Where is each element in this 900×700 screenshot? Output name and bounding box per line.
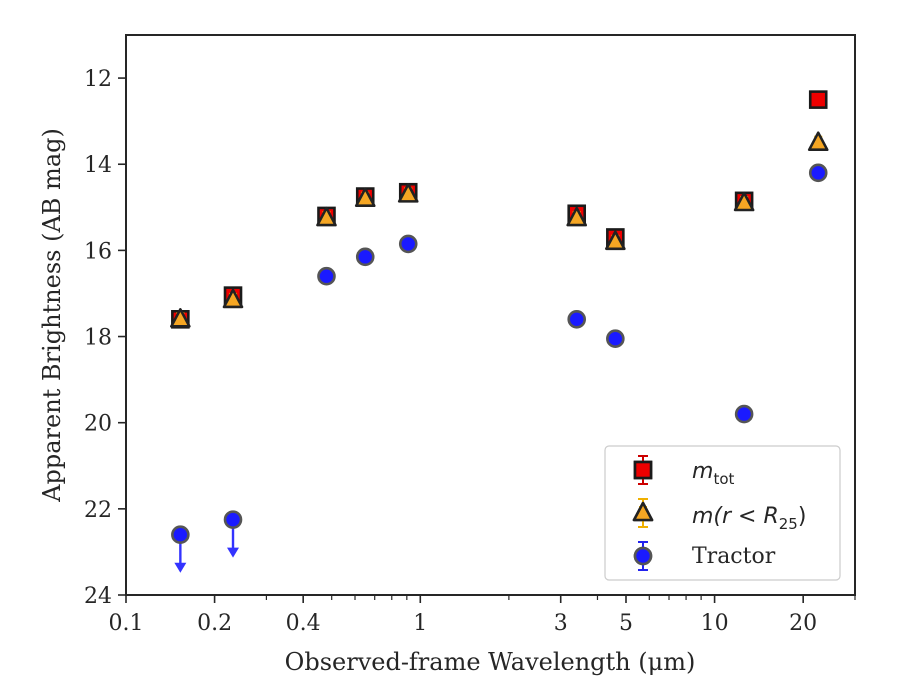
circle-marker bbox=[171, 525, 190, 544]
data-point bbox=[606, 329, 625, 348]
y-tick-label: 14 bbox=[84, 153, 112, 178]
triangle-marker bbox=[170, 308, 191, 328]
data-point bbox=[170, 308, 191, 328]
legend-mr-sub: 25 bbox=[779, 515, 798, 533]
data-point bbox=[223, 510, 243, 529]
y-tick-label: 12 bbox=[84, 67, 112, 92]
x-axis-label: Observed-frame Wavelength (μm) bbox=[285, 648, 696, 676]
data-point bbox=[734, 404, 754, 424]
data-point bbox=[808, 163, 828, 183]
series-2 bbox=[171, 163, 828, 573]
data-point bbox=[397, 183, 419, 203]
triangle-marker bbox=[222, 288, 244, 309]
circle-marker bbox=[606, 329, 625, 348]
data-point bbox=[567, 310, 587, 329]
circle-marker bbox=[808, 163, 828, 183]
x-tick-label: 0.2 bbox=[197, 611, 232, 636]
data-marks bbox=[170, 90, 829, 573]
series-1 bbox=[170, 131, 829, 328]
legend-mr-suffix: ) bbox=[798, 504, 807, 529]
legend-label-mtot: mtot bbox=[692, 459, 734, 488]
upper-limit-arrowhead bbox=[174, 562, 187, 573]
data-point bbox=[807, 131, 829, 151]
legend-markers bbox=[632, 455, 654, 571]
data-point bbox=[605, 230, 626, 251]
legend-mr-prefix: m(r < R bbox=[692, 504, 779, 529]
triangle-marker bbox=[566, 206, 588, 227]
circle-marker bbox=[567, 310, 587, 329]
square-marker bbox=[808, 90, 828, 109]
y-tick-label: 20 bbox=[84, 412, 112, 437]
data-point bbox=[398, 234, 418, 254]
data-point bbox=[733, 191, 755, 212]
x-tick-label: 1 bbox=[413, 611, 427, 636]
triangle-marker bbox=[316, 206, 337, 227]
circle-marker bbox=[633, 546, 653, 566]
circle-marker bbox=[734, 404, 754, 424]
triangle-marker bbox=[807, 131, 829, 151]
triangle-marker bbox=[354, 187, 376, 207]
x-tick-label: 5 bbox=[619, 611, 633, 636]
circle-marker bbox=[398, 234, 418, 254]
triangle-marker bbox=[632, 501, 654, 522]
y-axis-label: Apparent Brightness (AB mag) bbox=[38, 128, 66, 503]
legend-label-mr25: m(r < R25) bbox=[692, 504, 806, 533]
data-point bbox=[316, 206, 337, 227]
data-point bbox=[808, 90, 828, 109]
data-point bbox=[566, 206, 588, 227]
y-axis: 12 14 16 18 20 22 24 bbox=[84, 67, 126, 609]
legend-box bbox=[604, 445, 841, 581]
legend-marker-top bbox=[633, 460, 653, 480]
triangle-marker bbox=[733, 191, 755, 212]
legend-marker-top bbox=[632, 501, 654, 522]
square-marker bbox=[633, 460, 653, 480]
circle-marker bbox=[317, 266, 336, 286]
y-tick-label: 22 bbox=[84, 498, 112, 523]
x-tick-label: 0.4 bbox=[286, 611, 321, 636]
legend-marker-top bbox=[633, 546, 653, 566]
data-point bbox=[355, 247, 375, 267]
x-axis: 0.1 0.2 0.4 1 3 5 10 20 bbox=[109, 595, 856, 636]
x-tick-label: 20 bbox=[789, 611, 817, 636]
legend-mtot-sub: tot bbox=[713, 470, 734, 488]
upper-limit-arrowhead bbox=[227, 547, 240, 558]
data-point bbox=[317, 266, 336, 286]
x-tick-label: 3 bbox=[554, 611, 568, 636]
data-point bbox=[171, 525, 190, 544]
x-tick-label: 0.1 bbox=[109, 611, 144, 636]
x-tick-label: 10 bbox=[701, 611, 729, 636]
y-tick-label: 24 bbox=[84, 584, 112, 609]
legend-label-tractor: Tractor bbox=[692, 544, 776, 569]
data-point bbox=[354, 187, 376, 207]
y-tick-label: 18 bbox=[84, 326, 112, 351]
y-tick-label: 16 bbox=[84, 239, 112, 264]
data-point bbox=[222, 288, 244, 309]
triangle-marker bbox=[605, 230, 626, 251]
triangle-marker bbox=[397, 183, 419, 203]
circle-marker bbox=[355, 247, 375, 267]
legend-mtot-main: m bbox=[692, 459, 713, 484]
circle-marker bbox=[223, 510, 243, 529]
legend: mtot m(r < R25) Tractor bbox=[604, 445, 841, 581]
